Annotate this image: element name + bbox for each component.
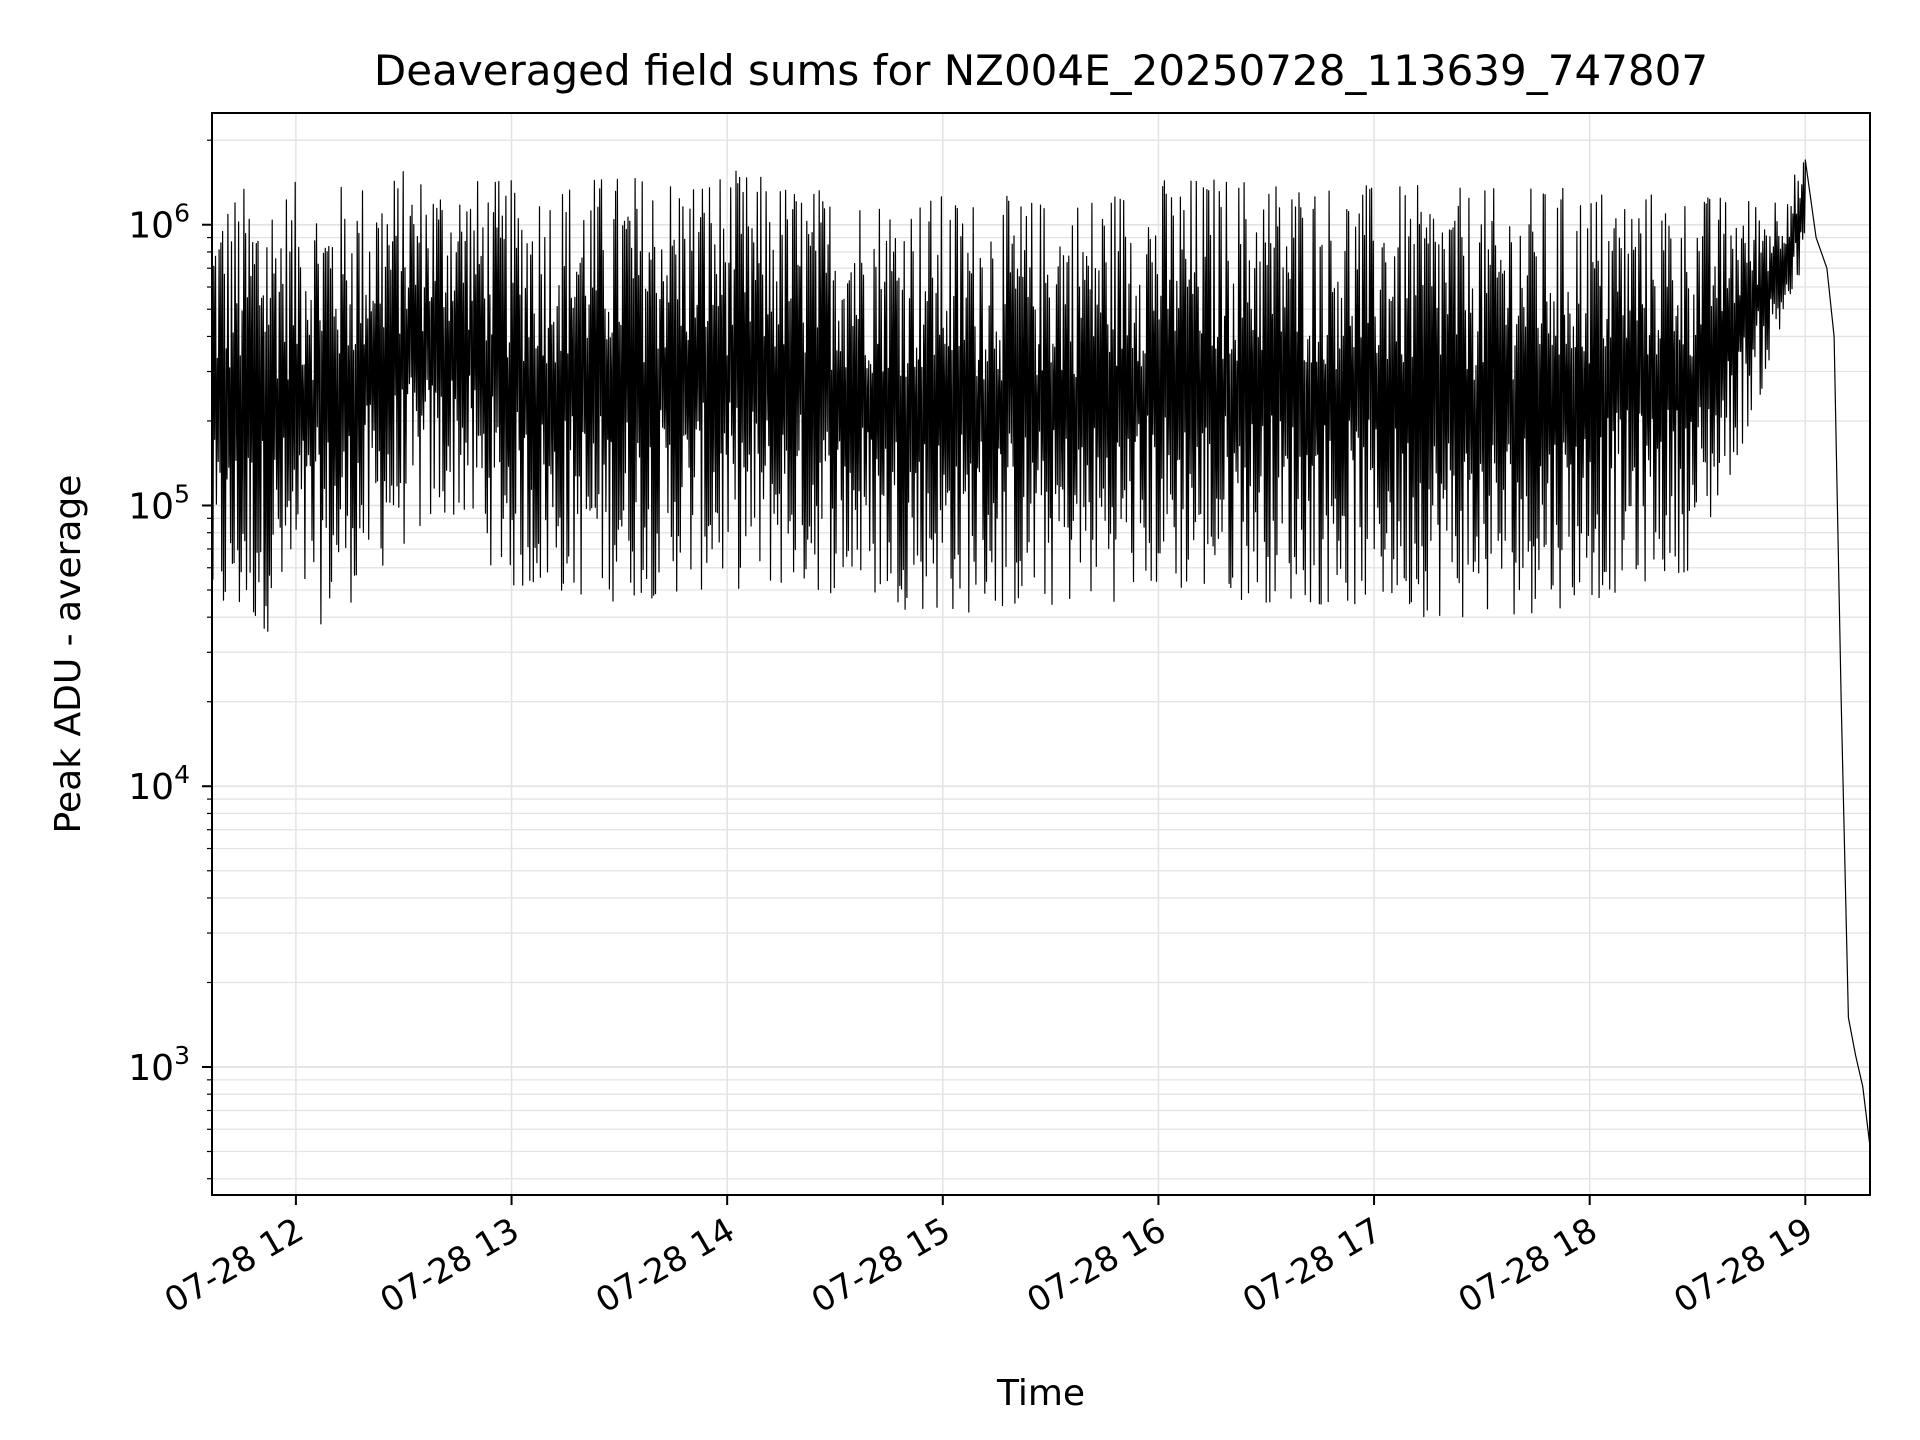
- series-line: [211, 159, 1871, 1147]
- plot-frame: [211, 112, 1871, 1196]
- chart-title: Deaveraged field sums for NZ004E_2025072…: [374, 46, 1708, 95]
- y-axis: 103 104 105 106: [128, 139, 212, 1180]
- y-tick-label: 106: [128, 199, 190, 247]
- y-tick-label: 105: [128, 479, 190, 527]
- x-axis-label: Time: [996, 1373, 1085, 1414]
- series-path: [211, 159, 1871, 1147]
- y-axis-label: Peak ADU - average: [48, 475, 89, 834]
- y-tick-label: 103: [128, 1041, 190, 1089]
- y-tick-label: 104: [128, 760, 190, 808]
